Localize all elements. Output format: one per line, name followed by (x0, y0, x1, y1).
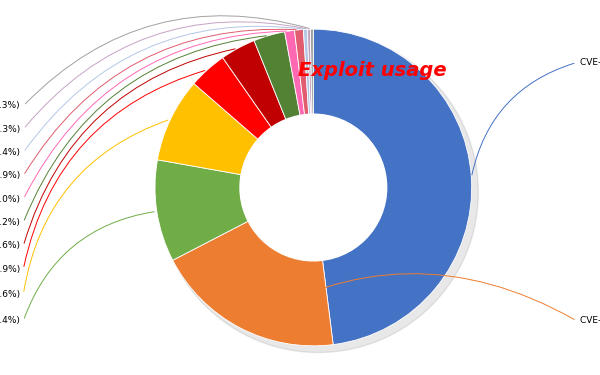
Wedge shape (157, 84, 259, 175)
Text: Word exploit (3.6%): Word exploit (3.6%) (0, 242, 20, 250)
Text: CVE-2006-3590 (3.9%): CVE-2006-3590 (3.9%) (0, 265, 20, 274)
Wedge shape (155, 160, 250, 260)
Text: CVE-2014-1761 (8.6%): CVE-2014-1761 (8.6%) (0, 290, 20, 298)
Text: CVE-2009-3129 (0.4%): CVE-2009-3129 (0.4%) (0, 148, 20, 157)
Wedge shape (307, 29, 312, 116)
Wedge shape (295, 30, 309, 116)
Text: VBA downloader (10.4%): VBA downloader (10.4%) (0, 316, 20, 326)
Text: CVE-2013-3906 (0.9%): CVE-2013-3906 (0.9%) (0, 171, 20, 180)
Text: CVE-2012-0158 (48.0%): CVE-2012-0158 (48.0%) (580, 58, 600, 67)
Wedge shape (313, 29, 472, 345)
Circle shape (158, 33, 478, 352)
Text: no exploit (3.2%): no exploit (3.2%) (0, 218, 20, 227)
Wedge shape (310, 29, 313, 116)
Text: CVE-2006-2492/1Table (1.0%): CVE-2006-2492/1Table (1.0%) (0, 195, 20, 204)
Text: Exploit usage: Exploit usage (298, 61, 446, 80)
Wedge shape (254, 32, 301, 121)
Text: CVE-2008-0081 (0.3%): CVE-2008-0081 (0.3%) (0, 124, 20, 134)
Text: CVE-2010-3333 (19.4%): CVE-2010-3333 (19.4%) (580, 316, 600, 326)
Circle shape (240, 114, 386, 261)
Text: Other (0.3%): Other (0.3%) (0, 101, 20, 110)
Wedge shape (284, 30, 305, 117)
Wedge shape (223, 40, 287, 129)
Wedge shape (194, 58, 272, 141)
Wedge shape (304, 29, 311, 116)
Wedge shape (173, 220, 333, 346)
